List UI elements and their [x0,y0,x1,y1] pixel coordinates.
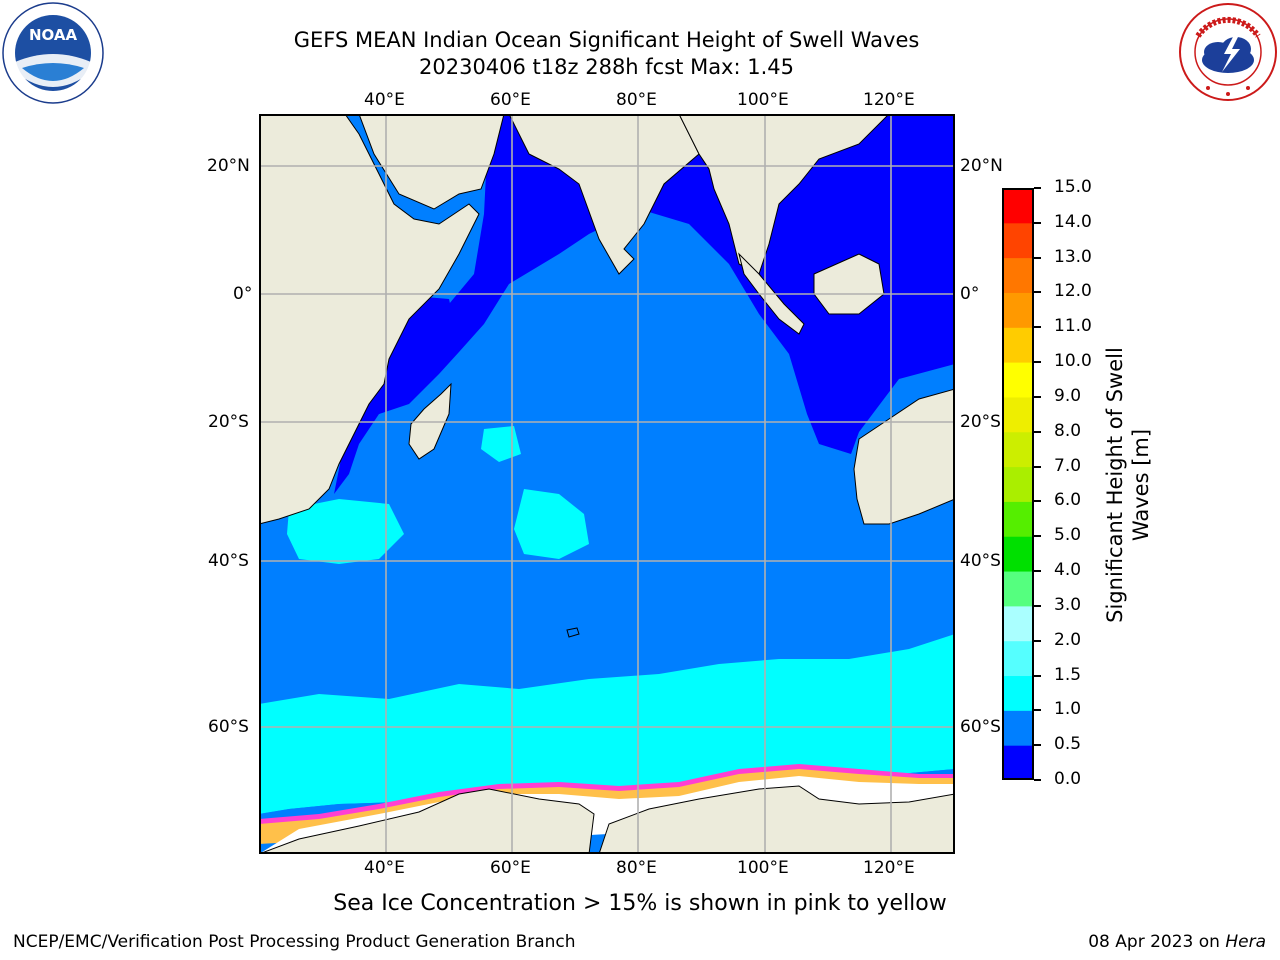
colorbar-tick-mark [1034,291,1041,294]
lat-label-left-0: 0° [233,284,253,304]
colorbar-tick-label: 0.5 [1054,734,1082,755]
ocean-low-region-north [369,114,955,454]
land-borneo [813,253,885,315]
lon-label-top-80e: 80°E [616,90,657,110]
chart-subtitle: 20230406 t18z 288h fcst Max: 1.45 [419,55,794,79]
colorbar-tick-mark [1034,326,1041,329]
colorbar-tick-label: 5.0 [1054,525,1082,546]
colorbar-tick-mark [1034,430,1041,433]
colorbar-tick-label: 11.0 [1054,316,1092,337]
lon-label-bottom-120e: 120°E [863,858,915,878]
colorbar-segment [1002,501,1034,537]
colorbar-tick-mark [1034,395,1041,398]
colorbar-tick-label: 3.0 [1054,594,1082,615]
colorbar-tick-label: 14.0 [1054,211,1092,232]
footer-machine: Hera [1225,932,1266,952]
footer-date-text: 08 Apr 2023 on [1088,932,1226,952]
colorbar-label-line2: Waves [m] [1129,428,1153,542]
colorbar-tick-label: 2.0 [1054,629,1082,650]
colorbar-segment [1002,571,1034,607]
lat-label-left-60s: 60°S [208,717,249,737]
colorbar-tick-label: 13.0 [1054,246,1092,267]
colorbar-segment [1002,431,1034,468]
colorbar-tick-mark [1034,744,1041,747]
lon-label-bottom-60e: 60°E [490,858,531,878]
ocean-low-region-mozambique [334,294,459,494]
colorbar-segment [1002,675,1034,711]
colorbar-segment [1002,188,1034,224]
lat-label-right-0: 0° [960,284,980,304]
colorbar-segment [1002,745,1034,780]
colorbar-tick-mark [1034,639,1041,642]
graticule [259,114,955,854]
colorbar-segment [1002,536,1034,572]
colorbar-tick-label: 1.5 [1054,664,1082,685]
colorbar-tick-mark [1034,570,1041,573]
colorbar-segment [1002,396,1034,433]
lat-label-left-20n: 20°N [207,156,250,176]
colorbar-tick-mark [1034,187,1041,189]
colorbar-segment [1002,466,1034,502]
nws-logo [1178,2,1278,102]
colorbar-tick-mark [1034,500,1041,503]
map-panel [259,114,955,854]
colorbar-tick-label: 4.0 [1054,560,1082,581]
lat-label-right-20n: 20°N [960,156,1003,176]
svg-text:NOAA: NOAA [29,26,78,44]
land-southeast-asia [678,114,890,275]
lat-label-left-20s: 20°S [208,412,249,432]
land-antarctica [259,785,955,854]
colorbar-segment [1002,327,1034,363]
colorbar [1002,188,1034,780]
colorbar-tick-label: 0.0 [1054,769,1082,789]
lat-label-left-40s: 40°S [208,551,249,571]
colorbar-tick-label: 7.0 [1054,455,1082,476]
lon-label-top-100e: 100°E [737,90,789,110]
lon-label-top-40e: 40°E [364,90,405,110]
colorbar-tick-mark [1034,674,1041,677]
colorbar-segment [1002,640,1034,677]
lon-label-top-120e: 120°E [863,90,915,110]
colorbar-segment [1002,605,1034,642]
colorbar-tick-label: 1.0 [1054,699,1082,720]
lat-label-right-60s: 60°S [960,717,1001,737]
footer-credit: NCEP/EMC/Verification Post Processing Pr… [13,932,576,952]
colorbar-tick-mark [1034,709,1041,712]
colorbar-tick-mark [1034,604,1041,607]
footer-date: 08 Apr 2023 on Hera [1088,932,1266,952]
noaa-logo: NOAA [2,2,104,104]
colorbar-tick-mark [1034,221,1041,224]
land-arabia [358,114,505,210]
colorbar-segment [1002,710,1034,746]
lat-label-right-40s: 40°S [960,551,1001,571]
colorbar-tick-label: 6.0 [1054,490,1082,511]
colorbar-segment [1002,362,1034,398]
lon-label-bottom-80e: 80°E [616,858,657,878]
colorbar-tick-label: 15.0 [1054,177,1092,197]
colorbar-label-line1: Significant Height of Swell [1103,347,1127,623]
colorbar-tick-mark [1034,256,1041,259]
chart-title: GEFS MEAN Indian Ocean Significant Heigh… [293,28,920,52]
colorbar-tick-mark [1034,535,1041,538]
colorbar-tick-mark [1034,465,1041,468]
colorbar-tick-label: 9.0 [1054,385,1082,406]
colorbar-segment [1002,257,1034,293]
colorbar-tick-label: 8.0 [1054,420,1082,441]
lon-label-bottom-40e: 40°E [364,858,405,878]
lon-label-bottom-100e: 100°E [737,858,789,878]
sea-ice-note: Sea Ice Concentration > 15% is shown in … [333,891,947,916]
colorbar-label: Significant Height of Swell Waves [m] [1102,285,1154,685]
land-kerguelen [566,627,580,638]
colorbar-tick-label: 10.0 [1054,351,1092,372]
lat-label-right-20s: 20°S [960,412,1001,432]
colorbar-segment [1002,222,1034,259]
colorbar-tick-mark [1034,779,1041,781]
colorbar-segment [1002,292,1034,328]
colorbar-tick-label: 12.0 [1054,281,1092,302]
colorbar-tick-mark [1034,361,1041,364]
lon-label-top-60e: 60°E [490,90,531,110]
